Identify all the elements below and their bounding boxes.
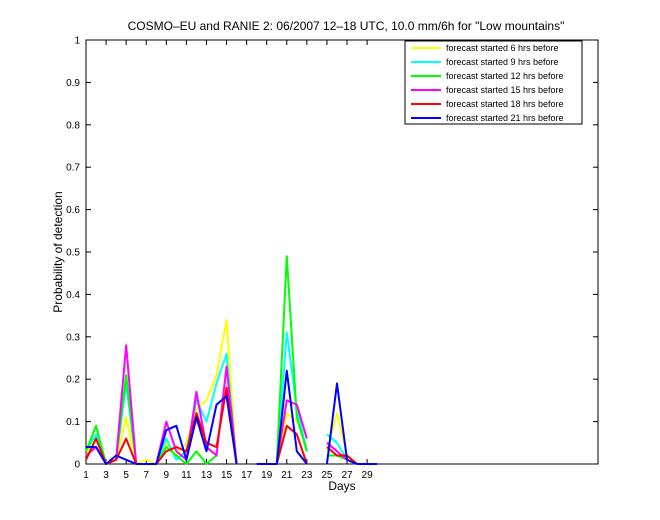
x-tick-label: 13 — [201, 470, 213, 481]
legend-label-2: forecast started 9 hrs before — [446, 57, 559, 67]
series-lines — [85, 255, 378, 465]
legend-box — [404, 40, 583, 125]
x-tick-label: 5 — [123, 470, 129, 481]
chart-title: COSMO–EU and RANIE 2: 06/2007 12–18 UTC,… — [128, 19, 565, 33]
series-line-6 — [86, 369, 378, 465]
y-tick-label: 0.1 — [66, 417, 80, 428]
legend-label-4: forecast started 15 hrs before — [446, 85, 564, 95]
legend-label-1: forecast started 6 hrs before — [446, 43, 559, 53]
legend-label-6: forecast started 21 hrs before — [446, 113, 564, 123]
x-tick-label: 27 — [341, 470, 353, 481]
x-tick-label: 1 — [83, 470, 89, 481]
y-axis: 0 0.1 0.2 0.3 0.4 0.5 0.6 0.7 0.8 0.9 1 — [66, 36, 598, 471]
x-axis: 1 3 5 7 9 11 13 15 17 19 21 23 25 27 29 — [83, 40, 373, 481]
y-tick-label: 0.3 — [66, 332, 80, 343]
x-tick-label: 9 — [164, 470, 170, 481]
y-tick-label: 0.9 — [66, 78, 80, 89]
y-axis-label: Probability of detection — [51, 191, 65, 312]
y-tick-label: 0.6 — [66, 205, 80, 216]
y-tick-label: 1 — [74, 36, 80, 47]
y-tick-label: 0 — [74, 460, 80, 471]
legend: forecast started 6 hrs before forecast st… — [404, 40, 583, 125]
y-tick-label: 0.2 — [66, 375, 80, 386]
y-tick-label: 0.5 — [66, 248, 80, 259]
x-tick-label: 21 — [281, 470, 293, 481]
x-tick-label: 19 — [261, 470, 273, 481]
x-tick-label: 3 — [103, 470, 109, 481]
x-tick-label: 15 — [221, 470, 233, 481]
x-tick-label: 7 — [143, 470, 149, 481]
legend-label-5: forecast started 18 hrs before — [446, 99, 564, 109]
x-tick-label: 29 — [362, 470, 374, 481]
x-tick-label: 11 — [181, 470, 192, 481]
legend-label-3: forecast started 12 hrs before — [446, 71, 564, 81]
y-tick-label: 0.4 — [66, 290, 80, 301]
x-tick-label: 17 — [241, 470, 253, 481]
x-tick-label: 25 — [321, 470, 333, 481]
y-tick-label: 0.7 — [66, 163, 80, 174]
x-tick-label: 23 — [301, 470, 313, 481]
x-axis-label: Days — [328, 479, 355, 493]
y-tick-label: 0.8 — [66, 120, 80, 131]
